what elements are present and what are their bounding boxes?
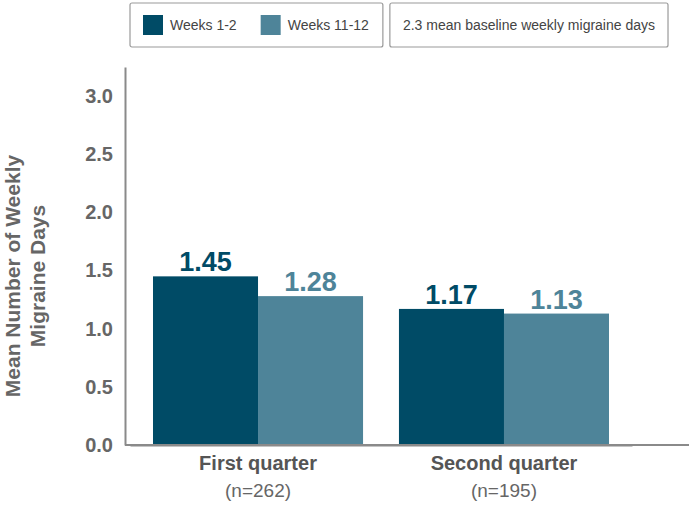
data-label: 1.17 (425, 280, 478, 310)
bar (399, 309, 504, 445)
y-axis: 0.0 0.5 1.0 1.5 2.0 2.5 3.0 (85, 68, 125, 456)
annotation: 2.3 mean baseline weekly migraine days (403, 17, 655, 33)
y-axis-title-line: Mean Number of Weekly (1, 155, 24, 398)
y-tick: 0.5 (85, 376, 125, 398)
annotation-box (390, 3, 668, 47)
bar (504, 314, 609, 445)
chart: 0.0 0.5 1.0 1.5 2.0 2.5 3.0 First quarter (n=262… (0, 0, 689, 512)
y-tick: 2.5 (85, 143, 125, 165)
legend-swatch (261, 15, 281, 35)
bar (258, 296, 363, 445)
x-tick-sublabel: (n=195) (471, 480, 537, 501)
y-tick-label: 0.0 (85, 434, 113, 456)
x-tick: First quarter (n=262) (199, 445, 317, 501)
y-axis-title: Mean Number of WeeklyMigraine Days (1, 155, 49, 398)
bars (153, 276, 609, 445)
bar (153, 276, 258, 445)
x-tick-label: First quarter (199, 452, 317, 474)
y-tick: 1.0 (85, 318, 125, 340)
y-tick: 2.0 (85, 201, 125, 223)
data-label: 1.45 (179, 247, 232, 277)
data-label: 1.28 (284, 267, 337, 297)
y-tick-label: 3.0 (85, 85, 113, 107)
y-tick-label: 1.5 (85, 259, 113, 281)
legend-label: Weeks 1-2 (170, 17, 237, 33)
legend-swatch (143, 15, 163, 35)
y-tick-label: 2.0 (85, 201, 113, 223)
data-labels: 1.45 1.17 1.28 1.13 (179, 247, 583, 314)
y-tick: 1.5 (85, 259, 125, 281)
baseline (125, 444, 689, 446)
x-tick-sublabel: (n=262) (225, 480, 291, 501)
y-axis-title-line: Migraine Days (26, 205, 49, 347)
y-tick-label: 2.5 (85, 143, 113, 165)
x-tick: Second quarter (n=195) (431, 445, 578, 501)
legend-label: Weeks 11-12 (288, 17, 369, 33)
x-axis: First quarter (n=262) Second quarter (n=195… (131, 445, 633, 501)
legend-box (130, 3, 383, 47)
y-tick-label: 0.5 (85, 376, 113, 398)
y-tick-label: 1.0 (85, 318, 113, 340)
legend: Weeks 1-2 Weeks 11-12 2.3 mean baseline we… (130, 3, 668, 47)
y-tick: 0.0 (85, 434, 125, 456)
data-label: 1.13 (530, 285, 583, 315)
y-axis-line (125, 68, 127, 446)
x-tick-label: Second quarter (431, 452, 578, 474)
y-tick: 3.0 (85, 85, 125, 107)
